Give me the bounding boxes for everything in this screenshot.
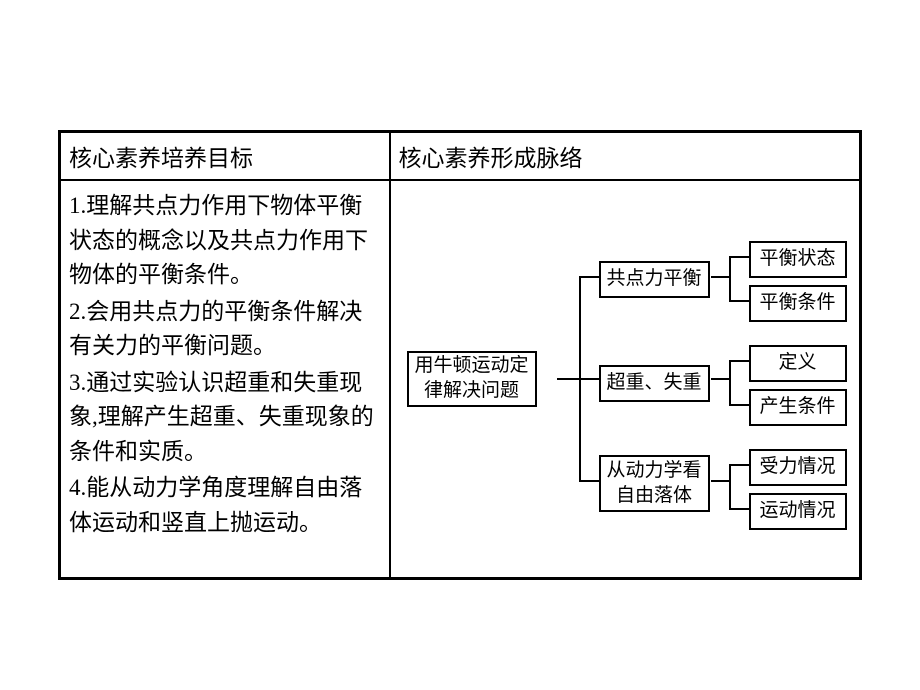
connector-line <box>711 480 729 482</box>
objective-2: 2.会用共点力的平衡条件解决有关力的平衡问题。 <box>69 295 381 364</box>
header-right: 核心素养形成脉络 <box>390 132 861 181</box>
branch-node-1: 共点力平衡 <box>599 261 710 298</box>
leaf-node-3: 定义 <box>749 345 847 382</box>
connector-line <box>729 464 731 508</box>
connector-line <box>729 360 731 404</box>
connector-line <box>579 480 599 482</box>
connector-line <box>729 508 749 510</box>
branch-node-3: 从动力学看自由落体 <box>599 455 710 512</box>
branch-node-2: 超重、失重 <box>599 365 710 402</box>
connector-line <box>729 360 749 362</box>
leaf-node-1: 平衡状态 <box>749 241 847 278</box>
objective-3: 3.通过实验认识超重和失重现象,理解产生超重、失重现象的条件和实质。 <box>69 366 381 470</box>
objective-1: 1.理解共点力作用下物体平衡状态的概念以及共点力作用下物体的平衡条件。 <box>69 189 381 293</box>
connector-line <box>711 378 729 380</box>
main-table: 核心素养培养目标 核心素养形成脉络 1.理解共点力作用下物体平衡状态的概念以及共… <box>58 130 862 580</box>
connector-line <box>579 378 599 380</box>
connector-line <box>729 256 749 258</box>
tree-diagram: 用牛顿运动定律解决问题 共点力平衡 超重、失重 从动力学看自由落体 平衡状态 平… <box>399 189 852 569</box>
connector-line <box>557 378 579 380</box>
header-row: 核心素养培养目标 核心素养形成脉络 <box>60 132 861 181</box>
page-container: 核心素养培养目标 核心素养形成脉络 1.理解共点力作用下物体平衡状态的概念以及共… <box>0 0 920 690</box>
leaf-node-4: 产生条件 <box>749 389 847 426</box>
leaf-node-2: 平衡条件 <box>749 285 847 322</box>
connector-line <box>729 464 749 466</box>
diagram-cell: 用牛顿运动定律解决问题 共点力平衡 超重、失重 从动力学看自由落体 平衡状态 平… <box>390 180 861 579</box>
connector-line <box>729 404 749 406</box>
objectives-cell: 1.理解共点力作用下物体平衡状态的概念以及共点力作用下物体的平衡条件。 2.会用… <box>60 180 390 579</box>
content-row: 1.理解共点力作用下物体平衡状态的概念以及共点力作用下物体的平衡条件。 2.会用… <box>60 180 861 579</box>
connector-line <box>711 276 729 278</box>
root-node: 用牛顿运动定律解决问题 <box>407 351 537 407</box>
connector-line <box>729 300 749 302</box>
header-left: 核心素养培养目标 <box>60 132 390 181</box>
leaf-node-5: 受力情况 <box>749 449 847 486</box>
objective-4: 4.能从动力学角度理解自由落体运动和竖直上抛运动。 <box>69 471 381 540</box>
leaf-node-6: 运动情况 <box>749 493 847 530</box>
connector-line <box>729 256 731 300</box>
connector-line <box>579 276 599 278</box>
